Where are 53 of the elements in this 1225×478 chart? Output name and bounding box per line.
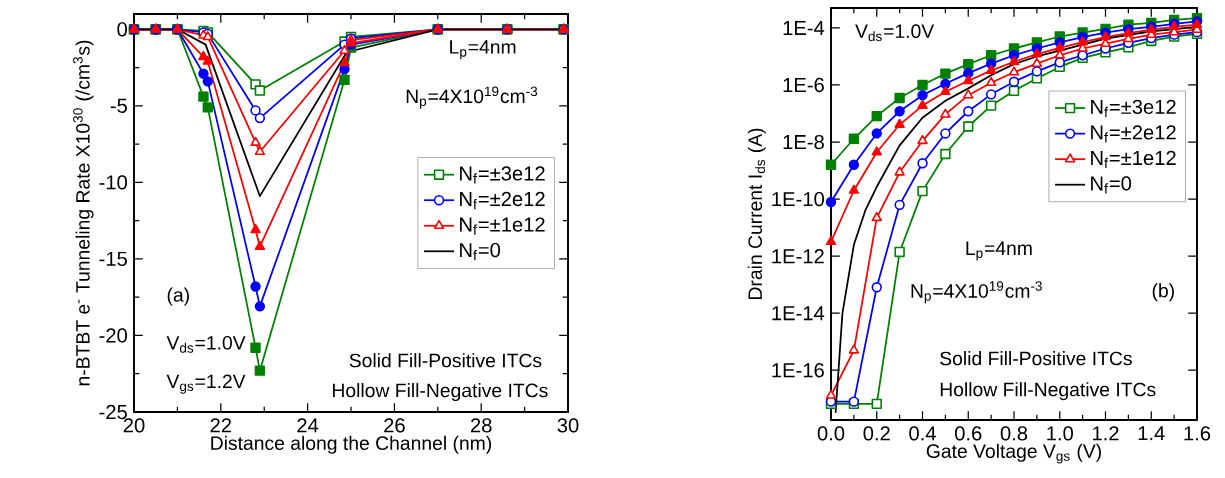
- y-tick-label: -5: [110, 98, 127, 113]
- annotation: V$_{gs}$=1.2V: [166, 374, 246, 394]
- annotation: N$_{p}$=4X10$^{19}$cm$^{-3}$: [911, 281, 1042, 304]
- legend-label: N$_{f}$=±1e12: [1091, 150, 1176, 169]
- y-axis-title: Drain Current I$_{ds}$ (A): [747, 128, 766, 299]
- x-tick-label: 24: [297, 418, 319, 433]
- y-tick-label: 1E-14: [772, 306, 825, 321]
- x-tick-label: 0.0: [817, 426, 845, 441]
- y-tick-label: 1E-4: [783, 21, 825, 35]
- x-tick-label: 1.0: [1047, 426, 1073, 441]
- legend-label: N$_{f}$=0: [1091, 176, 1132, 194]
- y-tick-label: -25: [99, 404, 127, 420]
- x-tick-label: 0.6: [955, 426, 982, 441]
- y-tick-label: -10: [99, 175, 128, 190]
- x-tick-label: 0.4: [909, 426, 936, 441]
- annotation: L$_{p}$=4nm: [966, 241, 1032, 261]
- annotation: Hollow Fill-Negative ITCs: [940, 382, 1156, 401]
- annotation: Solid Fill-Positive ITCs: [940, 351, 1132, 366]
- legend-label: N$_{f}$=±1e12: [460, 217, 545, 235]
- legend-label: N$_{f}$=±2e12: [460, 191, 545, 210]
- annotation: L$_{p}$=4nm: [450, 40, 516, 60]
- annotation: Hollow Fill-Negative ITCs: [333, 383, 548, 402]
- x-tick-label: 26: [384, 418, 405, 433]
- x-tick-label: 30: [557, 418, 579, 433]
- x-axis-title: Distance along the Channel (nm): [211, 435, 492, 454]
- y-tick-label: 1E-16: [772, 363, 824, 378]
- annotation: Solid Fill-Positive ITCs: [349, 353, 542, 368]
- x-tick-label: 1.6: [1184, 426, 1211, 441]
- y-tick-label: 1E-10: [772, 191, 824, 207]
- x-tick-label: 28: [470, 418, 492, 433]
- y-tick-label: 1E-8: [783, 134, 824, 150]
- annotation: V$_{ds}$=1.0V: [166, 335, 246, 353]
- y-tick-label: -20: [99, 328, 128, 343]
- x-axis-title: Gate Voltage V$_{gs}$ (V): [926, 443, 1101, 464]
- annotation: V$_{ds}$=1.0V: [855, 24, 935, 42]
- legend-label: N$_{f}$=±3e12: [1091, 99, 1176, 117]
- y-tick-label: 0: [117, 22, 128, 37]
- annotation: (a): [167, 287, 189, 306]
- x-tick-label: 0.2: [863, 426, 890, 441]
- y-tick-label: 1E-12: [772, 249, 824, 264]
- legend-label: N$_{f}$=±3e12: [460, 166, 545, 184]
- x-tick-label: 0.8: [1000, 426, 1028, 441]
- y-axis-title: n-BTBT e$^{-}$ Tunneling Rate X10$^{30}$ (/cm$^{3}$s): [73, 40, 94, 386]
- x-tick-label: 1.4: [1138, 426, 1165, 441]
- annotation: N$_{p}$=4X10$^{19}$cm$^{-3}$: [406, 86, 538, 109]
- legend-label: N$_{f}$=0: [460, 242, 501, 261]
- x-tick-label: 1.2: [1093, 426, 1119, 441]
- x-tick-label: 22: [210, 418, 232, 433]
- y-tick-label: 1E-6: [783, 77, 824, 93]
- y-tick-label: -15: [99, 251, 127, 266]
- annotation: (b): [1152, 283, 1174, 302]
- x-tick-label: 20: [123, 418, 145, 433]
- legend-label: N$_{f}$=±2e12: [1091, 125, 1176, 143]
